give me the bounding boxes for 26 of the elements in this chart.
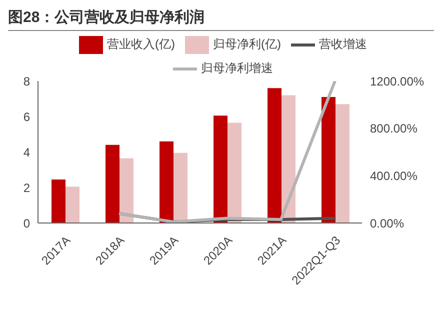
legend-label: 营业收入(亿) [107, 37, 175, 52]
legend-label: 归母净利(亿) [213, 37, 281, 52]
y-tick-label: 0 [23, 216, 30, 230]
y2-tick-label: 1200.00% [370, 74, 424, 88]
bar [214, 116, 228, 223]
bar [322, 96, 336, 223]
bar [228, 122, 242, 223]
y-tick-label: 4 [23, 145, 30, 160]
y-tick-label: 8 [23, 74, 30, 88]
bar [52, 180, 66, 223]
bar [160, 141, 174, 223]
y2-tick-label: 800.00% [370, 122, 418, 136]
line-series [118, 81, 336, 223]
legend-label: 营收增速 [319, 37, 367, 52]
bar [120, 158, 134, 223]
y-tick-label: 2 [23, 180, 30, 195]
y2-tick-label: 400.00% [370, 168, 418, 183]
y-tick-label: 6 [23, 110, 30, 124]
bar [268, 88, 282, 223]
y2-tick-label: 0.00% [370, 216, 404, 230]
bar [336, 104, 350, 223]
bar [106, 144, 120, 223]
legend-label: 归母净利增速 [201, 61, 273, 76]
bar [66, 186, 80, 223]
bar [282, 95, 296, 223]
chart-title: 图28：公司营收及归母净利润 [8, 8, 434, 31]
